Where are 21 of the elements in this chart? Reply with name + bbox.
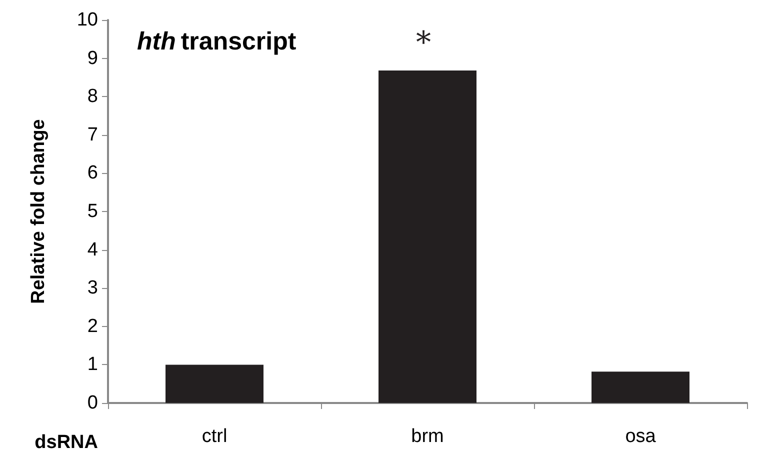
y-tick-label: 10 [76,10,98,30]
x-axis-title: dsRNA [34,432,98,453]
y-axis-title: Relative fold change [28,119,49,304]
x-tick-label: ctrl [202,426,228,447]
annotation: * [416,26,431,60]
y-tick-label: 0 [87,392,98,414]
bar [592,372,690,403]
x-tick-label: osa [625,426,656,447]
y-tick-label: 5 [87,201,98,222]
bar [166,364,264,403]
x-tick-label: brm [411,426,444,447]
y-tick-label: 4 [87,239,98,260]
y-tick-label: 8 [87,86,98,108]
y-tick-label: 9 [87,48,98,69]
y-tick-label: 7 [87,124,98,146]
y-tick-label: 3 [87,278,98,299]
y-tick-label: 2 [87,316,98,337]
y-tick-label: 6 [87,162,98,184]
bar [378,70,476,403]
y-tick-label: 1 [87,354,98,376]
chart-title: hth transcript [137,28,297,56]
